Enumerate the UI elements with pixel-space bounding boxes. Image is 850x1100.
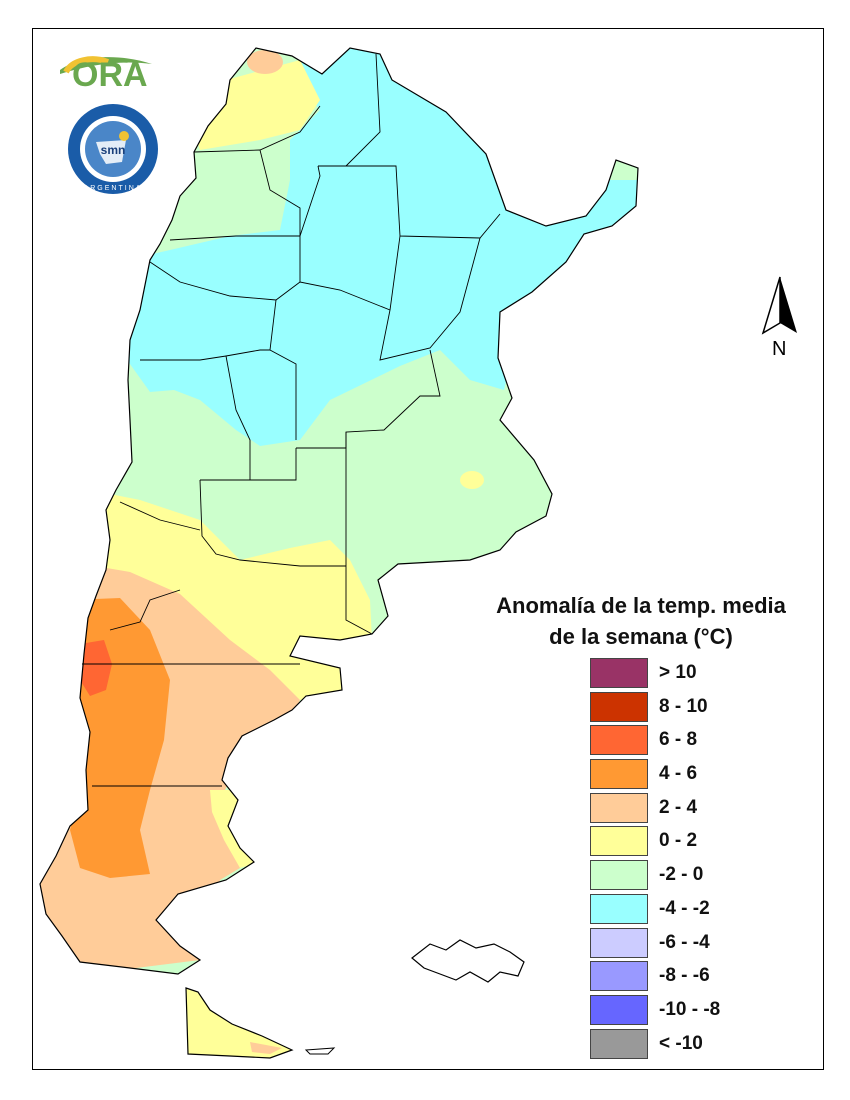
north-arrow-icon (761, 276, 797, 335)
ora-logo: ORA (60, 56, 152, 92)
legend-label: < -10 (659, 1032, 703, 1054)
svg-text:ORA: ORA (72, 56, 148, 92)
legend-swatch (590, 691, 648, 722)
anomaly-zone-6-8 (80, 640, 112, 696)
legend-label: -4 - -2 (659, 897, 710, 919)
legend-label: 0 - 2 (659, 830, 698, 852)
isla-de-los-estados (304, 1047, 336, 1055)
svg-text:ARGENTINA: ARGENTINA (84, 185, 143, 192)
legend-swatch (590, 759, 648, 790)
legend-title-line1: Anomalía de la temp. media (496, 593, 786, 618)
tierra-del-fuego-peach (250, 1042, 282, 1054)
province-boundaries (82, 53, 501, 787)
legend-swatch (590, 1028, 648, 1059)
legend-label: 8 - 10 (659, 695, 708, 717)
anomaly-zone-minus4-minus2 (120, 48, 638, 446)
anomaly-zone-peach-spot (247, 50, 283, 74)
legend-label: 2 - 4 (659, 796, 698, 818)
anomaly-zone-0-2-spot (460, 471, 484, 489)
legend-title-line2: de la semana (°C) (549, 624, 733, 649)
legend-label: -8 - -6 (659, 965, 710, 987)
legend-title: Anomalía de la temp. media de la semana … (440, 590, 842, 652)
legend-label: -6 - -4 (659, 931, 710, 953)
north-label: N (772, 338, 787, 360)
legend-swatch (590, 725, 648, 756)
legend-swatch (590, 792, 648, 823)
legend-label: 4 - 6 (659, 763, 698, 785)
legend-label: -2 - 0 (659, 864, 704, 886)
smn-logo: smn ARGENTINA (68, 104, 158, 194)
anomaly-zone-0-2-northwest (190, 60, 320, 150)
legend-label: > 10 (659, 662, 697, 683)
legend-swatch (590, 961, 648, 992)
legend-label: 6 - 8 (659, 729, 698, 751)
svg-text:smn: smn (101, 143, 126, 157)
islas-malvinas (411, 939, 525, 983)
legend-swatch (590, 893, 648, 924)
legend-swatch (590, 860, 648, 891)
legend-swatch (590, 658, 648, 688)
legend-label: -10 - -8 (659, 998, 721, 1020)
legend-swatch (590, 994, 648, 1025)
legend-swatch (590, 927, 648, 958)
legend-swatch (590, 826, 648, 857)
tierra-del-fuego (185, 987, 294, 1059)
